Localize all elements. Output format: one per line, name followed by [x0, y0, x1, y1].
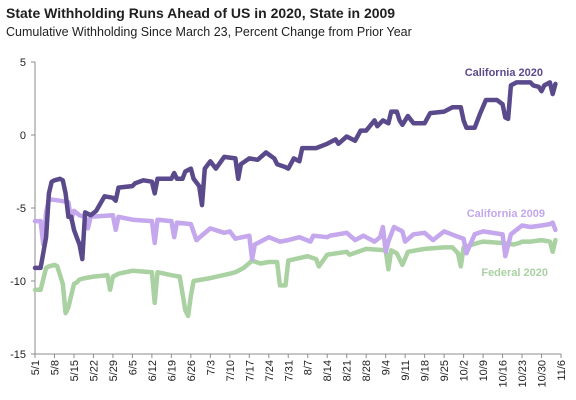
x-tick-label: 5/1 [30, 360, 42, 375]
x-tick-label: 11/6 [556, 360, 568, 381]
x-tick-label: 10/30 [537, 360, 549, 388]
x-tick-label: 10/9 [478, 360, 490, 381]
x-tick-label: 8/21 [342, 360, 354, 381]
series-labels: California 2020 California 2009 Federal 20… [465, 67, 548, 279]
x-tick-label: 5/29 [108, 360, 120, 381]
axes: 5 0 -5 -10 -15 5/1 5/8 5/15 5/22 5/29 6/5 6/12 6/19 6… [10, 57, 568, 388]
x-tick-label: 8/7 [303, 360, 315, 375]
x-tick-label: 7/10 [225, 360, 237, 381]
x-tick-label: 6/5 [127, 360, 139, 375]
series-line-california-2020 [32, 80, 558, 271]
series-label-california-2009: California 2009 [467, 208, 545, 220]
x-tick-label: 5/15 [69, 360, 81, 381]
x-tick-label: 7/31 [283, 360, 295, 381]
x-tick-label: 10/23 [517, 360, 529, 388]
x-tick-label: 9/18 [420, 360, 432, 381]
series-line-federal-2020 [32, 237, 558, 319]
x-tick-label: 6/26 [186, 360, 198, 381]
chart-title: State Withholding Runs Ahead of US in 20… [6, 5, 396, 21]
y-tick-label: 0 [20, 130, 26, 142]
y-tick-label: -10 [10, 276, 26, 288]
x-tick-label: 7/3 [205, 360, 217, 375]
x-tick-label: 5/8 [49, 360, 61, 375]
x-tick-label: 6/19 [166, 360, 178, 381]
x-tick-label: 8/14 [322, 360, 334, 381]
y-tick-label: -5 [16, 203, 26, 215]
x-tick-label: 6/12 [147, 360, 159, 381]
y-tick-label: 5 [20, 57, 26, 69]
series-label-federal-2020: Federal 2020 [481, 267, 548, 279]
x-tick-label: 5/22 [88, 360, 100, 381]
x-tick-label: 9/11 [400, 360, 412, 381]
series-line-california-2009 [32, 196, 558, 262]
x-tick-label: 9/4 [381, 360, 393, 375]
x-tick-label: 7/24 [264, 360, 276, 381]
x-tick-label: 7/17 [244, 360, 256, 381]
chart-subtitle: Cumulative Withholding Since March 23, P… [6, 25, 412, 39]
x-tick-label: 8/28 [361, 360, 373, 381]
x-tick-label: 10/16 [498, 360, 510, 388]
series-lines [32, 80, 558, 319]
series-label-california-2020: California 2020 [465, 67, 543, 79]
x-tick-label: 10/2 [459, 360, 471, 381]
x-tick-label: 9/25 [439, 360, 451, 381]
y-tick-label: -15 [10, 349, 26, 361]
